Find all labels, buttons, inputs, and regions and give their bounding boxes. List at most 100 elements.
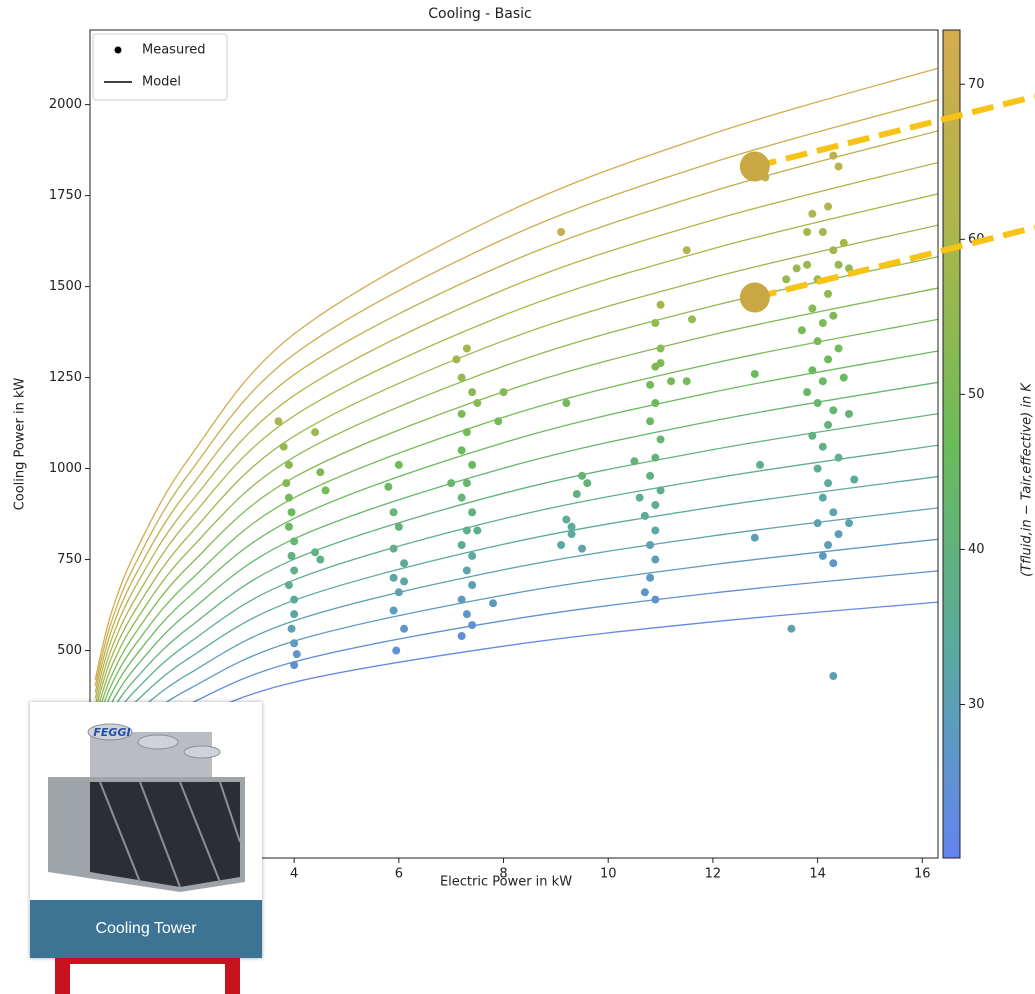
callout-line [754,93,1035,170]
measured-point [457,493,466,502]
measured-point [389,544,398,553]
x-tick-label: 16 [914,867,931,882]
measured-point [829,672,838,681]
y-tick-label: 500 [57,643,82,658]
measured-point [818,442,827,451]
y-tick-label: 1250 [49,370,82,385]
measured-point [290,566,299,575]
x-tick-label: 12 [705,867,722,882]
measured-point [792,264,801,273]
measured-point [845,409,854,418]
measured-point [468,388,477,397]
colorbar-tick-label: 50 [968,387,985,402]
measured-point [818,377,827,386]
measured-point [829,151,838,160]
y-tick-label: 2000 [49,97,82,112]
measured-point [635,493,644,502]
measured-point [646,417,655,426]
measured-point [803,227,812,236]
measured-point [311,428,320,437]
measured-point [290,661,299,670]
legend-label: Model [142,75,181,90]
highlight-point [739,282,770,313]
measured-point [562,515,571,524]
model-curve [94,287,938,724]
model-curve [94,256,938,718]
measured-point [834,260,843,269]
model-curve [94,318,938,731]
y-tick-label: 1000 [49,461,82,476]
measured-point [468,551,477,560]
measured-point [839,373,848,382]
measured-point [557,540,566,549]
measured-point [457,540,466,549]
measured-point [845,519,854,528]
measured-point [834,453,843,462]
tower-coils [90,782,240,887]
legend-box [92,33,228,101]
measured-point [687,315,696,324]
measured-point [651,526,660,535]
measured-point [567,522,576,531]
measured-point [462,479,471,488]
model-curve [94,444,938,756]
measured-point [287,508,296,517]
measured-point [284,460,293,469]
measured-point [452,355,461,364]
measured-point [829,406,838,415]
measured-point [400,624,409,633]
measured-point [813,399,822,408]
legend-marker [114,46,122,54]
measured-point [274,417,283,426]
legend-label: Measured [142,43,206,58]
legend: Measured Model [92,33,228,101]
measured-point [829,508,838,517]
measured-point [651,318,660,327]
model-curve [94,381,938,743]
colorbar-tick-label: 40 [968,542,985,557]
measured-point [803,388,812,397]
measured-point [750,533,759,542]
measured-point [290,595,299,604]
measured-point [651,595,660,604]
measured-point [630,457,639,466]
y-tick-label: 750 [57,552,82,567]
model-curve [94,67,938,680]
measured-point [578,544,587,553]
measured-point [567,530,576,539]
measured-point [808,209,817,218]
x-tick-label: 6 [395,867,403,882]
colorbar-tick-label: 30 [968,697,985,712]
measured-point [667,377,676,386]
measured-point [646,380,655,389]
measured-point [640,511,649,520]
model-curve [94,350,938,737]
measured-point [457,373,466,382]
measured-point [782,275,791,284]
measured-point [829,246,838,255]
measured-point [284,522,293,531]
measured-point [284,493,293,502]
measured-point [494,417,503,426]
measured-point [839,238,848,247]
measured-point [834,530,843,539]
measured-point [292,650,301,659]
measured-point [651,555,660,564]
measured-point [457,446,466,455]
measured-point [787,624,796,633]
measured-point [818,551,827,560]
x-tick-label: 8 [499,867,507,882]
measured-point [824,420,833,429]
measured-point [321,486,330,495]
measured-point [682,246,691,255]
measured-point [656,300,665,309]
measured-point [572,490,581,499]
measured-point [640,588,649,597]
measured-point [316,555,325,564]
measured-point [468,460,477,469]
measured-point [656,359,665,368]
model-curve [94,130,938,693]
fan [87,723,133,741]
